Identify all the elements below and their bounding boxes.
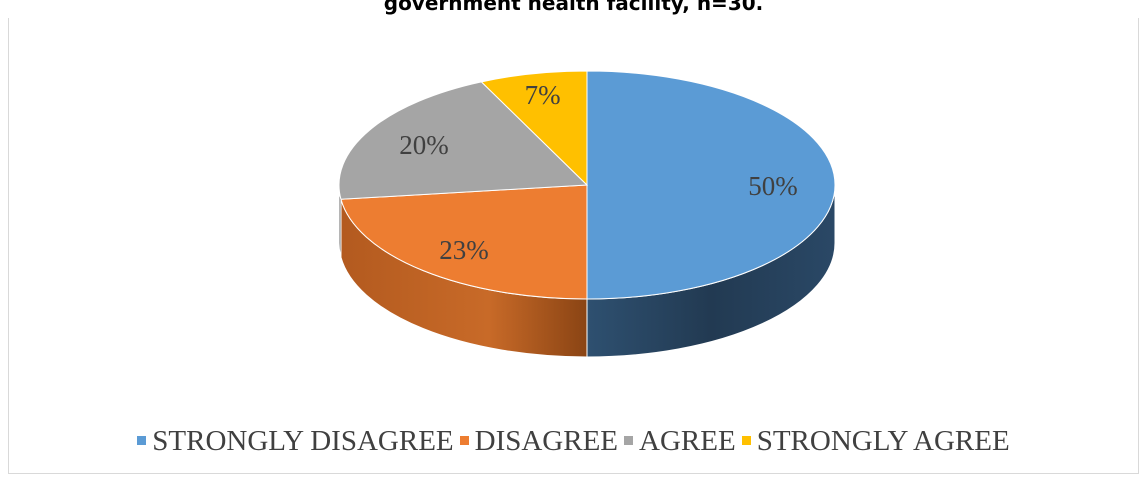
pie-label-layer: 50% 23% 20% 7% — [399, 80, 797, 265]
pie-slice-disagree — [340, 184, 588, 300]
pie-slice-strongly-agree — [480, 70, 588, 187]
legend-item-disagree: DISAGREE — [459, 424, 619, 458]
legend-label: DISAGREE — [474, 425, 619, 457]
pie-slice-strongly-disagree — [586, 70, 836, 300]
legend-swatch — [137, 435, 147, 445]
data-label-disagree: 23% — [439, 235, 489, 265]
legend-item-strongly-disagree: STRONGLY DISAGREE — [137, 424, 454, 458]
legend-label: STRONGLY DISAGREE — [152, 425, 454, 457]
legend-swatch — [624, 435, 634, 445]
legend-swatch — [741, 435, 751, 445]
pie-slice-agree — [338, 81, 589, 200]
chart-legend: STRONGLY DISAGREE DISAGREE AGREE STRONGLY A… — [0, 424, 1147, 458]
pie-top-layer — [338, 70, 836, 300]
legend-swatch — [459, 435, 469, 445]
legend-label: STRONGLY AGREE — [756, 425, 1010, 457]
data-label-agree: 20% — [399, 130, 449, 160]
pie-chart: 50% 23% 20% 7% — [338, 70, 836, 358]
chart-title: government health facility, n=30. — [383, 0, 764, 15]
legend-label: AGREE — [639, 425, 736, 457]
legend-item-agree: AGREE — [624, 424, 736, 458]
chart-frame — [8, 18, 1139, 474]
data-label-strongly-disagree: 50% — [748, 171, 798, 201]
legend-item-strongly-agree: STRONGLY AGREE — [741, 424, 1010, 458]
data-label-strongly-agree: 7% — [525, 80, 561, 110]
